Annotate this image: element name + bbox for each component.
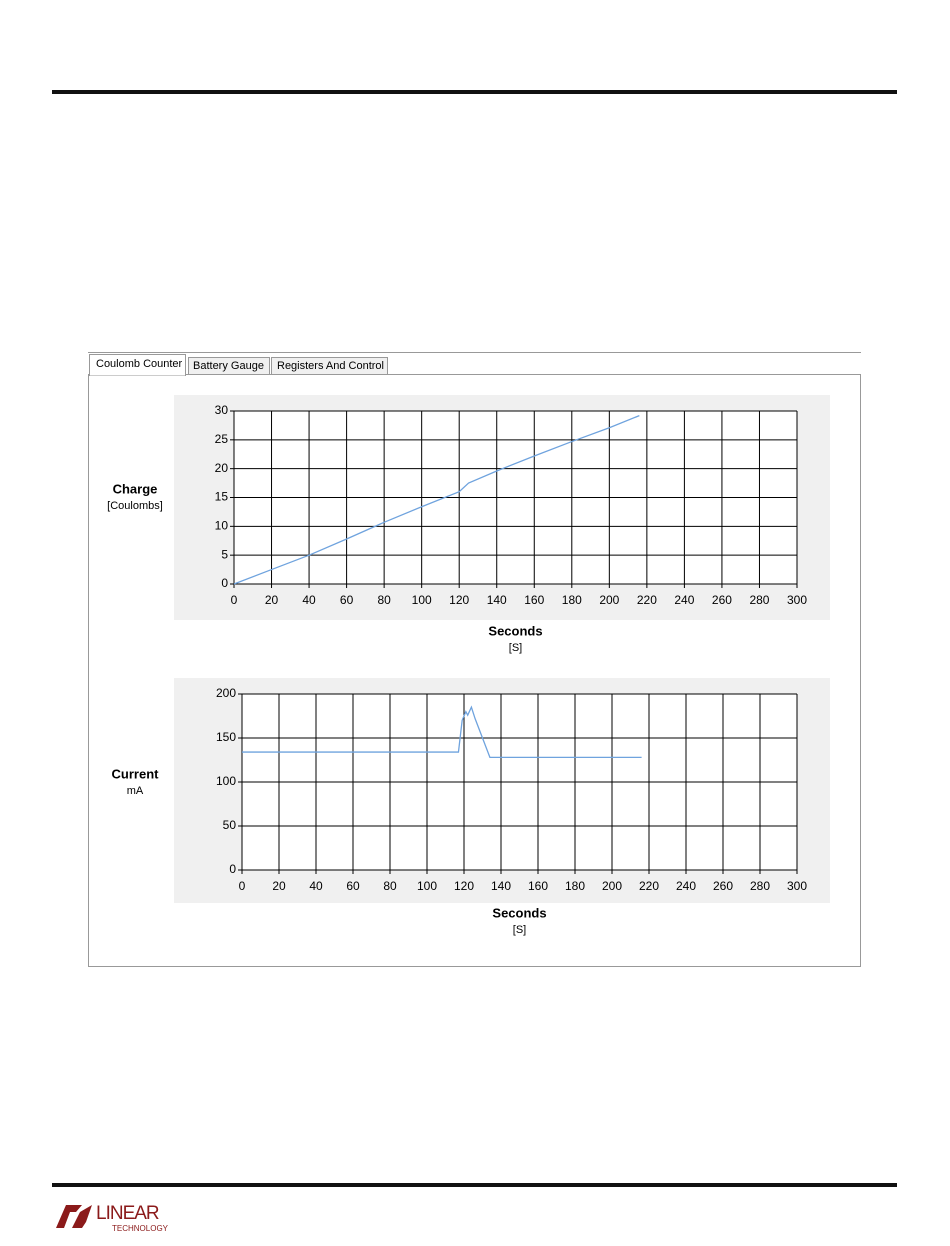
x-tick-label: 280 (749, 593, 769, 607)
logo-mark (56, 1205, 92, 1228)
x-tick-label: 60 (346, 879, 360, 893)
y-tick-label: 10 (215, 519, 229, 533)
y-tick-label: 150 (216, 730, 236, 744)
y-tick-label: 5 (221, 547, 228, 561)
y-tick-label: 50 (223, 818, 237, 832)
y-tick-label: 15 (215, 490, 229, 504)
x-axis-label: Seconds (492, 905, 546, 920)
x-tick-label: 140 (487, 593, 507, 607)
x-tick-label: 80 (377, 593, 391, 607)
tab[interactable] (271, 357, 388, 375)
bottom-rule (52, 1183, 897, 1187)
data-line (233, 415, 640, 585)
y-axis-label: Charge (113, 481, 158, 496)
data-line (242, 705, 642, 759)
tab-label[interactable]: Coulomb Counter (96, 358, 183, 370)
top-rule (52, 90, 897, 94)
logo-text: LINEAR (96, 1203, 159, 1224)
y-tick-label: 200 (216, 686, 236, 700)
x-tick-label: 300 (787, 879, 807, 893)
tab[interactable] (188, 357, 270, 375)
x-tick-label: 240 (674, 593, 694, 607)
x-tick-label: 200 (599, 593, 619, 607)
x-tick-label: 60 (340, 593, 354, 607)
y-tick-label: 20 (215, 461, 229, 475)
x-tick-label: 40 (309, 879, 323, 893)
x-tick-label: 220 (637, 593, 657, 607)
x-tick-label: 160 (528, 879, 548, 893)
tab-label[interactable]: Battery Gauge (193, 360, 264, 372)
x-tick-label: 240 (676, 879, 696, 893)
x-tick-label: 160 (524, 593, 544, 607)
x-tick-label: 120 (449, 593, 469, 607)
y-axis-label: Current (112, 766, 160, 781)
x-tick-label: 0 (231, 593, 238, 607)
y-tick-label: 0 (221, 576, 228, 590)
x-tick-label: 260 (713, 879, 733, 893)
x-tick-label: 120 (454, 879, 474, 893)
x-tick-label: 0 (239, 879, 246, 893)
y-axis-unit: [Coulombs] (107, 500, 163, 512)
y-tick-label: 25 (215, 432, 229, 446)
x-tick-label: 260 (712, 593, 732, 607)
x-tick-label: 20 (272, 879, 286, 893)
y-tick-label: 0 (229, 862, 236, 876)
logo-subtext: TECHNOLOGY (112, 1224, 169, 1233)
x-tick-label: 180 (565, 879, 585, 893)
x-tick-label: 140 (491, 879, 511, 893)
x-tick-label: 280 (750, 879, 770, 893)
y-tick-label: 30 (215, 403, 229, 417)
x-tick-label: 200 (602, 879, 622, 893)
x-tick-label: 100 (417, 879, 437, 893)
x-axis-unit: [S] (509, 642, 522, 654)
x-tick-label: 300 (787, 593, 807, 607)
x-tick-label: 100 (412, 593, 432, 607)
x-tick-label: 20 (265, 593, 279, 607)
y-axis-unit: mA (127, 785, 144, 797)
x-tick-label: 180 (562, 593, 582, 607)
tab-label[interactable]: Registers And Control (277, 360, 384, 372)
y-tick-label: 100 (216, 774, 236, 788)
x-tick-label: 40 (302, 593, 316, 607)
x-tick-label: 80 (383, 879, 397, 893)
x-axis-unit: [S] (513, 924, 526, 936)
x-axis-label: Seconds (488, 623, 542, 638)
x-tick-label: 220 (639, 879, 659, 893)
